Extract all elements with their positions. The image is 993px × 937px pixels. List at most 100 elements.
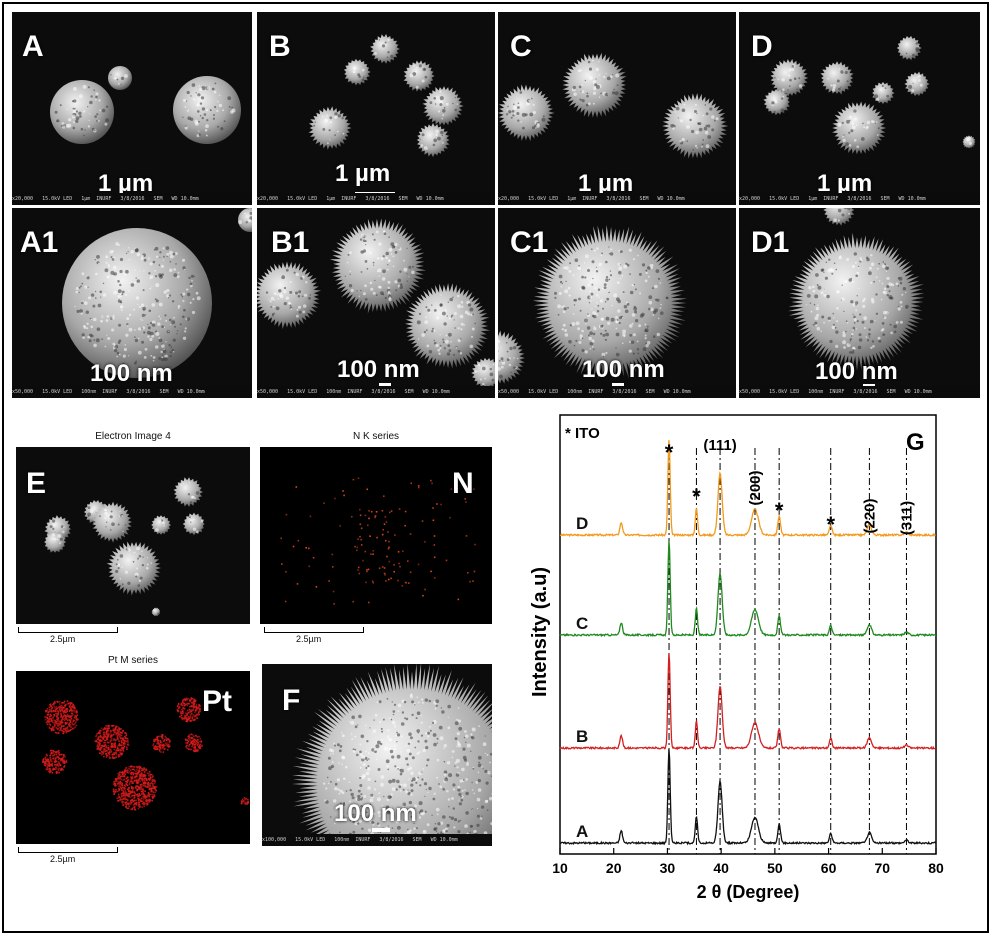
scale-text-b: 1 µm	[335, 162, 390, 186]
scale-text-d1: 100 nm	[815, 360, 898, 384]
n-signal-dot	[410, 572, 412, 574]
n-signal-dot	[308, 548, 310, 550]
ito-peak-marker: *	[665, 440, 674, 465]
n-signal-dot	[433, 520, 435, 522]
pt-signal-blob	[241, 797, 249, 805]
series-label-c: C	[576, 614, 588, 633]
n-signal-dot	[418, 487, 420, 489]
info-bar-a1: x50,000 15.0kV LED 100nm INURF 3/8/2016 …	[12, 386, 252, 398]
x-tick-label: 10	[552, 860, 568, 876]
n-signal-dot	[333, 591, 335, 593]
n-signal-dot	[359, 536, 361, 538]
n-signal-dot	[308, 566, 310, 568]
n-signal-dot	[388, 548, 390, 550]
n-signal-dot	[351, 516, 353, 518]
n-signal-dot	[368, 510, 370, 512]
n-signal-dot	[382, 529, 384, 531]
n-map-title: N K series	[260, 431, 492, 442]
sem-panel-c: C 1 µm x20,000 15.0kV LED 1µm INURF 3/8/…	[498, 12, 736, 205]
n-signal-dot	[446, 560, 448, 562]
micron-bar-n	[264, 627, 364, 633]
pt-map-panel: Pt	[16, 671, 250, 844]
n-signal-dot	[371, 511, 373, 513]
n-signal-dot	[388, 541, 390, 543]
info-bar-b: x20,000 15.0kV LED 1µm INURF 3/8/2016 SE…	[257, 193, 495, 205]
n-signal-dot	[397, 580, 399, 582]
panel-label-n: N	[452, 469, 474, 499]
sem-panel-a: A 1 µm x20,000 15.0kV LED 1µm INURF 3/8/…	[12, 12, 252, 205]
n-signal-dot	[432, 507, 434, 509]
n-signal-dot	[399, 508, 401, 510]
sem-panel-c1: C1 100 nm x50,000 15.0kV LED 100nm INURF…	[498, 208, 736, 398]
n-signal-dot	[358, 478, 360, 480]
n-signal-dot	[472, 580, 474, 582]
n-signal-dot	[465, 501, 467, 503]
n-signal-dot	[362, 560, 364, 562]
n-signal-dot	[436, 503, 438, 505]
pt-signal-blob	[177, 697, 202, 722]
n-signal-dot	[357, 547, 359, 549]
info-bar-b1: x50,000 15.0kV LED 100nm INURF 3/8/2016 …	[257, 386, 495, 398]
n-signal-dot	[398, 563, 400, 565]
n-signal-dot	[390, 578, 392, 580]
n-signal-dot	[369, 535, 371, 537]
n-signal-dot	[384, 573, 386, 575]
x-tick-label: 30	[660, 860, 676, 876]
n-signal-dot	[422, 520, 424, 522]
n-signal-dot	[466, 535, 468, 537]
n-signal-dot	[332, 566, 334, 568]
n-signal-dot	[343, 495, 345, 497]
x-tick-label: 50	[767, 860, 783, 876]
series-line-b	[560, 653, 936, 749]
info-bar-f: x100,000 15.0kV LED 100nm INURF 3/8/2016…	[262, 834, 492, 846]
n-signal-dot	[360, 524, 362, 526]
n-signal-dot	[424, 589, 426, 591]
n-signal-dot	[372, 580, 374, 582]
panel-label-a: A	[22, 32, 44, 62]
n-signal-dot	[430, 480, 432, 482]
miller-index-label: (111)	[703, 437, 736, 454]
n-signal-dot	[357, 538, 359, 540]
n-signal-dot	[310, 516, 312, 518]
n-signal-dot	[391, 510, 393, 512]
n-signal-dot	[361, 528, 363, 530]
panel-label-a1: A1	[20, 228, 58, 258]
n-signal-dot	[316, 586, 318, 588]
micron-bar-e	[18, 627, 118, 633]
n-signal-dot	[402, 585, 404, 587]
n-signal-dot	[386, 556, 388, 558]
n-signal-dot	[458, 599, 460, 601]
series-labels: DCBA	[576, 514, 588, 841]
n-signal-dot	[375, 515, 377, 517]
info-bar-d: x20,000 15.0kV LED 1µm INURF 3/8/2016 SE…	[739, 193, 980, 205]
n-signal-dot	[418, 485, 420, 487]
n-signal-dot	[356, 550, 358, 552]
n-signal-dot	[398, 551, 400, 553]
n-signal-dot	[367, 525, 369, 527]
n-signal-dot	[333, 603, 335, 605]
micron-bar-pt	[18, 847, 118, 853]
n-signal-dot	[293, 546, 295, 548]
n-signal-dot	[372, 582, 374, 584]
info-bar-c1: x50,000 15.0kV LED 100nm INURF 3/8/2016 …	[498, 386, 736, 398]
n-signal-dot	[361, 544, 363, 546]
n-signal-dot	[393, 564, 395, 566]
particle	[173, 76, 241, 144]
n-signal-dot	[387, 531, 389, 533]
ito-peak-marker: *	[826, 512, 835, 537]
info-bar-c: x20,000 15.0kV LED 1µm INURF 3/8/2016 SE…	[498, 193, 736, 205]
n-signal-dot	[384, 574, 386, 576]
n-signal-dot	[334, 498, 336, 500]
n-signal-dot	[328, 580, 330, 582]
micron-text-n: 2.5µm	[296, 634, 321, 644]
particle	[62, 228, 212, 378]
n-signal-dot	[440, 504, 442, 506]
n-signal-dot	[372, 553, 374, 555]
n-signal-dot	[368, 569, 370, 571]
n-signal-dot	[359, 573, 361, 575]
n-signal-dot	[474, 571, 476, 573]
ito-peak-marker: *	[692, 484, 701, 509]
pt-signal-blob	[185, 733, 203, 752]
sem-panel-a1: A1 100 nm x50,000 15.0kV LED 100nm INURF…	[12, 208, 252, 398]
ito-legend: * ITO	[565, 425, 600, 442]
